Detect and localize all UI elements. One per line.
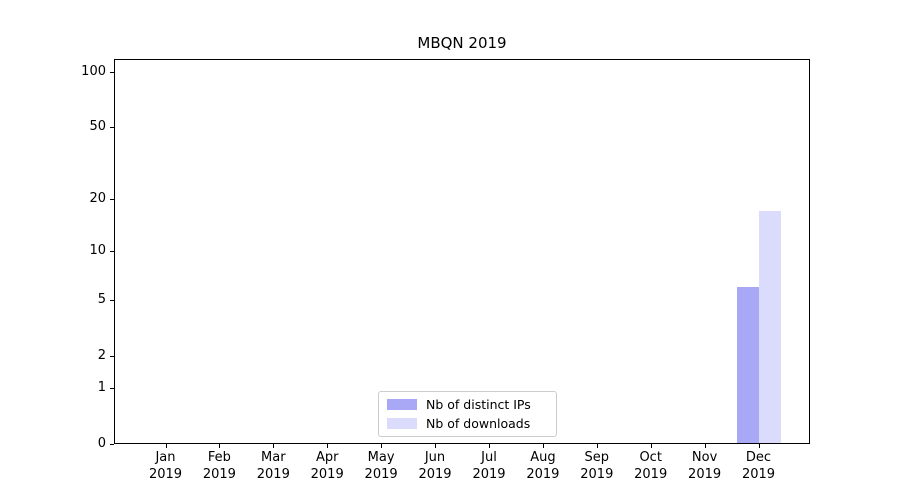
x-tick-label: Oct 2019 — [634, 450, 668, 482]
x-tick-label: Dec 2019 — [741, 450, 776, 482]
x-tick-mark — [165, 444, 167, 448]
y-tick-label: 2 — [97, 347, 106, 363]
plot-area — [114, 59, 810, 444]
y-tick-mark — [110, 299, 114, 301]
y-tick-label: 50 — [89, 119, 106, 135]
y-tick-label: 5 — [97, 291, 106, 307]
x-tick-mark — [489, 444, 490, 448]
y-tick-mark — [110, 355, 114, 357]
x-tick-mark — [327, 444, 329, 448]
y-tick-mark — [110, 72, 114, 74]
x-tick-label: Apr 2019 — [310, 450, 344, 482]
y-tick-label: 20 — [89, 190, 106, 206]
y-tick-mark — [110, 198, 114, 200]
x-tick-mark — [542, 444, 544, 448]
bar-downloads — [758, 211, 781, 443]
x-tick-label: Aug 2019 — [526, 450, 560, 482]
x-tick-label: Sep 2019 — [580, 450, 614, 482]
legend-entry-downloads: Nb of downloads — [387, 416, 548, 432]
legend: Nb of distinct IPs Nb of downloads — [378, 391, 557, 437]
x-tick-mark — [704, 444, 706, 448]
x-tick-label: Jan 2019 — [148, 450, 183, 482]
x-tick-label: Jul 2019 — [472, 450, 506, 482]
legend-label: Nb of downloads — [426, 415, 531, 431]
y-tick-label: 0 — [97, 436, 106, 451]
x-tick-label: May 2019 — [364, 450, 398, 482]
x-tick-label: Jun 2019 — [418, 450, 452, 482]
x-tick-mark — [650, 444, 652, 448]
x-tick-mark — [381, 444, 383, 448]
x-tick-label: Nov 2019 — [688, 450, 722, 482]
x-tick-label: Mar 2019 — [256, 450, 290, 482]
y-tick-label: 10 — [89, 242, 106, 258]
y-tick-mark — [110, 444, 114, 445]
x-tick-mark — [435, 444, 436, 448]
legend-label: Nb of distinct IPs — [426, 396, 531, 412]
y-tick-mark — [110, 388, 114, 390]
x-tick-label: Feb 2019 — [202, 450, 236, 482]
legend-swatch-distinct-ips — [387, 399, 417, 410]
chart-title: MBQN 2019 — [417, 34, 507, 52]
legend-swatch-downloads — [387, 418, 417, 429]
y-tick-mark — [110, 250, 114, 252]
y-tick-mark — [110, 127, 114, 129]
x-tick-mark — [758, 444, 760, 448]
legend-entry-distinct-ips: Nb of distinct IPs — [387, 397, 548, 413]
x-tick-mark — [596, 444, 598, 448]
x-tick-mark — [219, 444, 221, 448]
y-tick-label: 1 — [97, 380, 106, 396]
x-tick-mark — [273, 444, 275, 448]
y-tick-label: 100 — [81, 64, 106, 80]
bar-distinct-ips — [736, 287, 759, 443]
